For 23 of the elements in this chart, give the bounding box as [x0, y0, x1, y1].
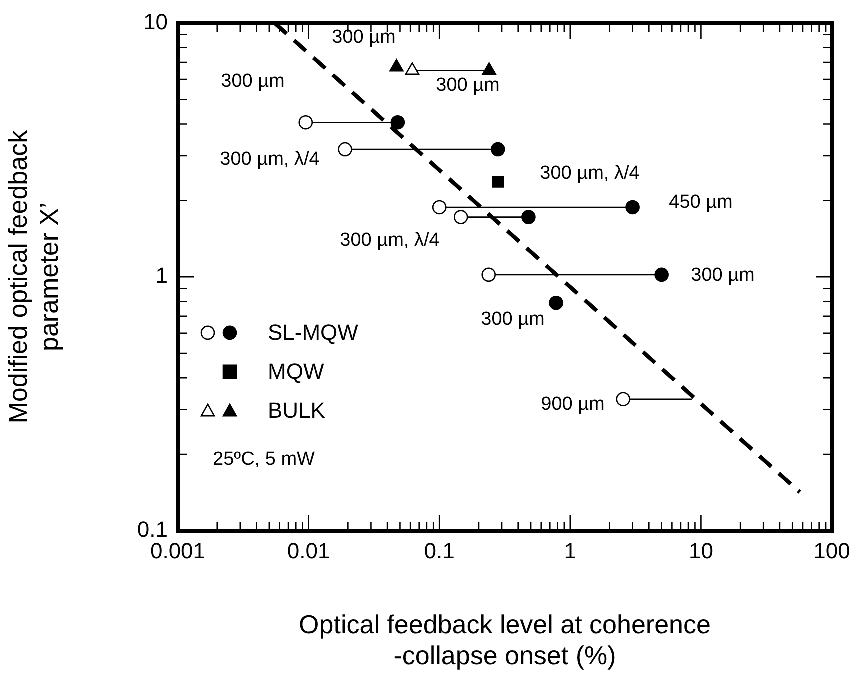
x-tick-label: 0.01: [287, 538, 330, 564]
legend-label: MQW: [268, 359, 324, 384]
legend-label: SL-MQW: [268, 320, 359, 346]
annotation: 300 µm: [436, 75, 500, 96]
x-tick-label: 0.1: [424, 538, 455, 564]
y-tick-label: 1: [156, 263, 168, 288]
annotation: 300 µm, λ/4: [540, 163, 640, 184]
annotation: 450 µm: [669, 192, 733, 214]
annotation: 300 µm: [481, 309, 545, 330]
annotation: 300 µm, λ/4: [220, 149, 320, 170]
y-axis-title: Modified optical feedback parameter X’: [2, 129, 64, 424]
legend-label: BULK: [268, 398, 326, 424]
x-axis-title: Optical feedback level at coherence -collapse onset (%): [299, 609, 711, 671]
y-tick-label: 10: [144, 9, 168, 34]
annotation: 300 µm: [221, 71, 285, 92]
x-tick-label: 1: [564, 538, 577, 564]
x-tick-label: 10: [688, 538, 714, 564]
annotation: 25ºC, 5 mW: [213, 449, 316, 470]
annotation: 300 µm, λ/4: [340, 230, 440, 252]
annotation: 300 µm: [332, 27, 396, 48]
annotation: 300 µm: [691, 265, 755, 286]
x-tick-label: 100: [814, 538, 850, 564]
annotation: 900 µm: [541, 394, 605, 416]
